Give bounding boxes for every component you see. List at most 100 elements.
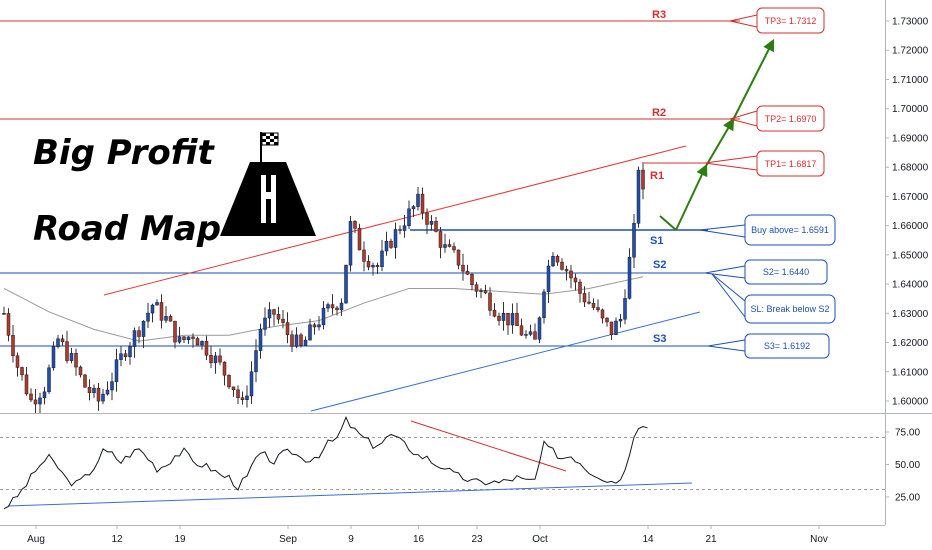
time-tick-label: 9 — [348, 534, 354, 545]
rsi-line — [3, 416, 648, 510]
candle-body — [101, 393, 105, 402]
price-pane[interactable] — [0, 0, 885, 413]
candle-body — [285, 322, 290, 336]
candle-body — [195, 338, 200, 346]
candle-body — [425, 212, 429, 225]
candle-body — [308, 324, 312, 341]
s3-callout[interactable]: S3= 1.6192 — [744, 333, 830, 359]
target-pullback-line — [659, 215, 677, 231]
candle-body — [348, 221, 353, 266]
candle-body — [159, 302, 164, 321]
buy-callout[interactable]: Buy above= 1.6591 — [744, 214, 836, 246]
candle-body — [254, 350, 258, 373]
candle-body — [438, 231, 443, 248]
candlestick-series — [2, 161, 645, 413]
candle-body — [560, 261, 564, 270]
rsi-tick-label: 50.00 — [895, 460, 920, 471]
tp2-arrow — [705, 117, 735, 167]
candle-body — [218, 355, 222, 363]
candle-body — [78, 366, 83, 376]
tp1-callout[interactable]: TP1= 1.6817 — [756, 150, 825, 177]
candle-body — [236, 389, 240, 398]
candle-body — [632, 223, 636, 258]
candle-body — [186, 336, 191, 340]
candle-body — [141, 320, 146, 337]
candle-body — [321, 307, 326, 326]
candle-body — [398, 229, 402, 231]
price-tick-label: 1.65000 — [892, 250, 929, 261]
candle-body — [105, 389, 110, 395]
candle-body — [249, 371, 254, 397]
candle-body — [371, 265, 375, 268]
candle-body — [569, 270, 573, 279]
candle-body — [2, 313, 6, 315]
r1-label: R1 — [650, 170, 664, 182]
candle-body — [402, 225, 407, 231]
time-tick-label: Sep — [279, 534, 297, 545]
candle-body — [38, 397, 42, 405]
price-tick-label: 1.70000 — [892, 104, 929, 115]
candle-body — [389, 240, 393, 248]
candle-body — [263, 317, 267, 330]
candle-body — [33, 399, 38, 405]
candle-body — [24, 374, 29, 395]
candle-body — [92, 387, 96, 394]
candle-body — [393, 229, 398, 248]
candle-body — [636, 169, 641, 224]
candle-body — [87, 387, 92, 394]
candle-body — [65, 341, 69, 361]
price-tick-label: 1.60000 — [892, 397, 929, 408]
candle-body — [83, 374, 87, 388]
candle-body — [492, 310, 497, 317]
rsi-divergence-line[interactable] — [410, 420, 567, 472]
candle-body — [42, 391, 47, 399]
tp2-callout[interactable]: TP2= 1.6970 — [756, 105, 825, 132]
candle-body — [587, 301, 591, 304]
candle-body — [6, 313, 11, 336]
s2-callout[interactable]: S2= 1.6440 — [744, 259, 828, 285]
candle-body — [299, 334, 303, 346]
price-tick-label: 1.72000 — [892, 46, 929, 57]
time-tick-label: 23 — [471, 534, 483, 545]
candle-body — [222, 361, 227, 376]
candle-body — [227, 374, 231, 388]
candle-body — [564, 269, 569, 272]
candle-body — [614, 320, 618, 335]
candle-body — [618, 318, 623, 322]
price-tick-label: 1.71000 — [892, 75, 929, 86]
rsi-support-trendline[interactable] — [7, 482, 693, 507]
candle-body — [15, 355, 20, 368]
candle-body — [51, 346, 56, 369]
candle-body — [479, 290, 483, 292]
price-scale[interactable] — [885, 0, 932, 550]
candle-body — [290, 334, 294, 347]
candle-body — [132, 330, 137, 347]
sl-callout-text: SL: Break below S2 — [750, 304, 829, 314]
candle-body — [551, 255, 555, 267]
tp3-callout[interactable]: TP3= 1.7312 — [756, 7, 825, 34]
candle-body — [213, 355, 218, 364]
candle-body — [168, 316, 173, 322]
candle-body — [281, 318, 285, 323]
tp3-callout-text: TP3= 1.7312 — [765, 16, 817, 26]
candle-body — [452, 246, 456, 251]
candle-body — [182, 336, 186, 340]
candle-body — [582, 293, 587, 303]
sl-callout[interactable]: SL: Break below S2 — [744, 294, 836, 324]
candle-body — [339, 302, 344, 311]
candle-body — [488, 292, 492, 311]
upper-trendline[interactable] — [103, 145, 687, 296]
price-axis: 1.73000 1.72000 1.71000 1.70000 1.69000 1.680… — [885, 17, 929, 408]
candle-body — [312, 324, 317, 328]
candle-body — [407, 208, 411, 226]
candle-body — [128, 346, 132, 357]
time-tick-label: Aug — [27, 534, 45, 545]
candle-body — [155, 302, 159, 306]
candle-body — [515, 313, 519, 326]
headline-line1: Big Profit — [33, 133, 216, 173]
s3-label: S3 — [653, 333, 666, 345]
lower-trendline[interactable] — [310, 311, 701, 412]
price-tick-label: 1.64000 — [892, 280, 929, 291]
rsi-pane[interactable] — [0, 414, 885, 525]
